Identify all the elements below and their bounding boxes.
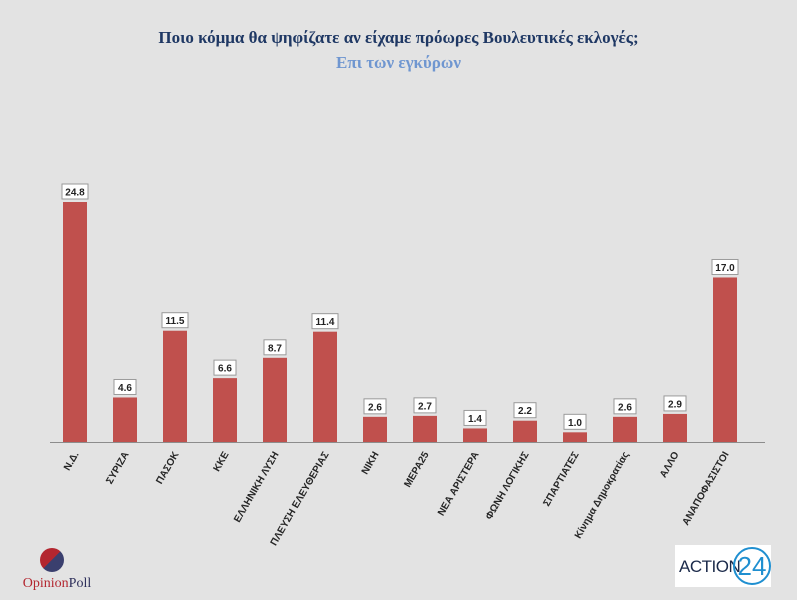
opinion-poll-wordmark-second: Poll (68, 576, 92, 591)
category-label: ΠΑΣΟΚ (154, 449, 182, 486)
data-label-box (161, 312, 189, 329)
data-label: 1.0 (568, 418, 582, 429)
bar (613, 416, 637, 442)
category-label: ΠΛΕΥΣΗ ΕΛΕΥΘΕΡΙΑΣ (269, 450, 332, 548)
bar (563, 432, 587, 442)
category-label: ΑΛΛΟ (658, 450, 682, 480)
opinion-poll-logo: OpinionPoll (12, 548, 102, 594)
data-label-box (311, 313, 339, 330)
data-label: 2.6 (618, 402, 632, 413)
data-label-box (563, 413, 587, 430)
data-label: 11.4 (316, 317, 335, 328)
data-label-box (263, 339, 287, 356)
category-label: ΜΕΡΑ25 (402, 450, 431, 490)
bar (663, 413, 687, 442)
data-label: 2.9 (668, 399, 682, 410)
data-label: 2.2 (518, 406, 532, 417)
category-label: ΦΩΝΗ ΛΟΓΙΚΗΣ (484, 450, 532, 522)
chart-title: Ποιο κόμμα θα ψηφίζατε αν είχαμε πρόωρες… (158, 28, 639, 47)
data-label-box (61, 183, 89, 200)
data-label: 2.6 (368, 402, 382, 413)
data-label-box (663, 395, 687, 412)
category-label: Ν.Δ. (62, 450, 82, 473)
data-label-box (711, 258, 739, 275)
category-label: Κίνημα Δημοκρατίας (573, 450, 632, 541)
bar (313, 331, 337, 442)
category-label: ΑΝΑΠΟΦΑΣΙΣΤΟΙ (681, 450, 732, 528)
action24-wordmark: ACTION (679, 557, 741, 576)
bar (163, 330, 187, 442)
data-label-box (213, 359, 237, 376)
bar (713, 277, 737, 442)
chart-subtitle: Επι των εγκύρων (336, 53, 461, 72)
bar (413, 415, 437, 442)
data-label: 6.6 (218, 364, 232, 375)
data-label-box (513, 402, 537, 419)
data-label: 1.4 (468, 414, 482, 425)
opinion-poll-wordmark-first: Opinion (22, 576, 69, 591)
bar (63, 202, 87, 442)
category-label: ΣΠΑΡΤΙΑΤΕΣ (541, 450, 581, 508)
data-label-box (613, 398, 637, 415)
data-label-box (463, 409, 487, 426)
data-label: 8.7 (268, 343, 282, 354)
data-label: 24.8 (65, 188, 85, 199)
data-label: 2.7 (418, 401, 432, 412)
data-label-box (413, 397, 437, 414)
opinion-poll-wordmark: OpinionPoll (12, 576, 102, 592)
data-label: 17.0 (715, 263, 735, 274)
bar (463, 428, 487, 442)
action24-logo: ACTION 24 (675, 545, 771, 587)
bar (213, 378, 237, 442)
action24-number-badge: 24 (733, 547, 771, 585)
data-label: 4.6 (118, 383, 132, 394)
bar (513, 420, 537, 442)
data-label: 11.5 (166, 316, 185, 327)
opinion-poll-emblem-icon (40, 548, 64, 572)
bar (363, 416, 387, 442)
category-label: ΣΥΡΙΖΑ (104, 450, 131, 486)
category-label: ΝΕΑ ΑΡΙΣΤΕΡΑ (436, 450, 482, 518)
data-label-box (113, 378, 137, 395)
category-label: ΝΙΚΗ (360, 450, 382, 477)
bar (263, 357, 287, 442)
data-label-box (363, 398, 387, 415)
category-label: ΚΚΕ (212, 450, 232, 474)
bar (113, 397, 137, 442)
category-label: ΕΛΛΗΝΙΚΗ ΛΥΣΗ (232, 450, 281, 525)
